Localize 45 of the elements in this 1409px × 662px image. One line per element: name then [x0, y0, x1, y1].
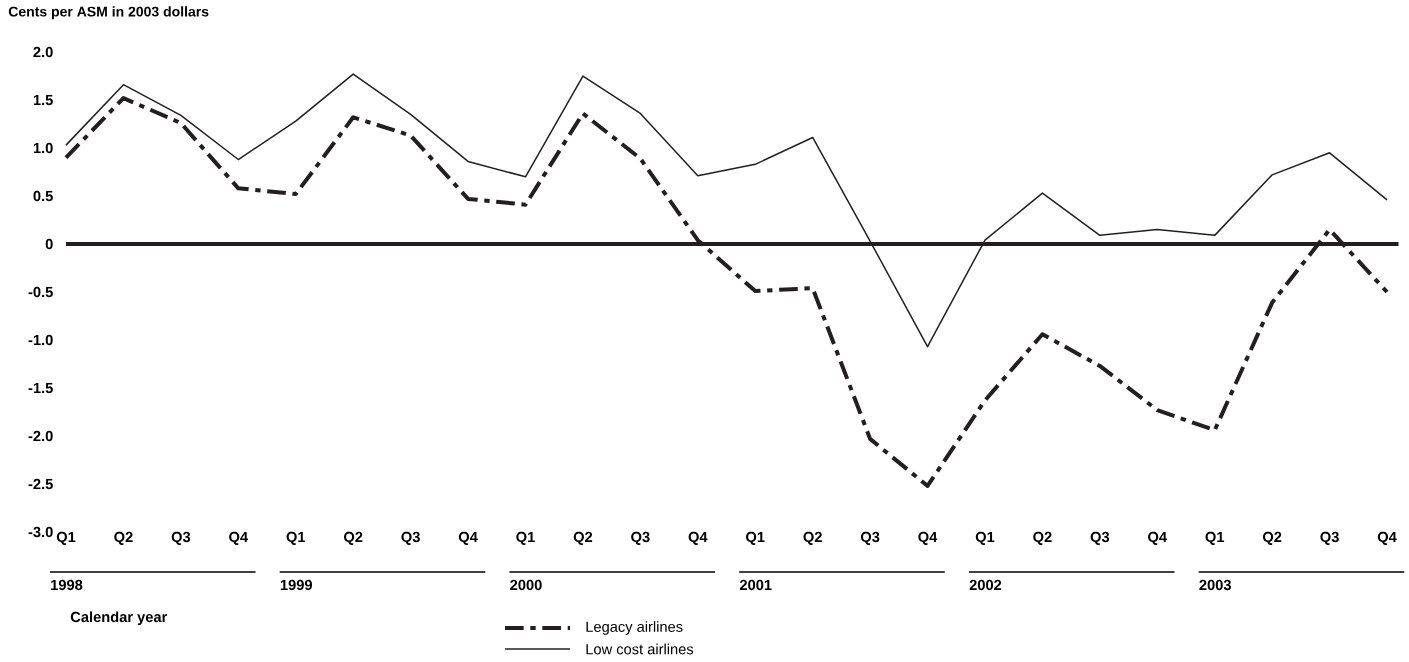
x-tick-label: Q1: [746, 531, 765, 545]
legend-label: Legacy airlines: [586, 621, 683, 635]
x-tick-label: Q1: [516, 531, 535, 545]
x-tick-label: Q1: [56, 531, 76, 545]
x-tick-label: Q3: [171, 531, 191, 545]
x-tick-label: Q3: [401, 531, 420, 545]
y-tick-label: 2.0: [33, 46, 53, 58]
x-tick-label: Q2: [803, 531, 822, 545]
x-tick-label: Q2: [344, 531, 363, 545]
text: 1998: [51, 579, 83, 591]
x-axis-title: Calendar year: [70, 611, 168, 626]
x-tick-label: Q1: [975, 531, 995, 545]
y-tick-label: -3.0: [28, 526, 53, 538]
y-tick-label: -0.5: [28, 286, 53, 298]
x-tick-label: Q4: [229, 531, 249, 545]
y-tick-label: -2.0: [28, 430, 53, 442]
x-tick-label: Q4: [1377, 531, 1397, 545]
y-tick-label: -2.5: [28, 478, 53, 490]
x-tick-label: Q3: [1320, 531, 1339, 545]
text: 2002: [969, 579, 1002, 591]
y-tick-label: -1.5: [28, 382, 53, 394]
y-axis-title: Cents per ASM in 2003 dollars: [8, 6, 209, 20]
y-tick-label: 1.0: [33, 142, 53, 154]
x-tick-label: Q3: [1090, 531, 1110, 545]
x-tick-label: Q2: [1262, 531, 1282, 545]
x-tick-label: Q4: [918, 531, 938, 545]
legend-label: Low cost airlines: [586, 643, 694, 655]
x-tick-label: Q4: [688, 531, 708, 545]
y-tick-label: 0.5: [33, 190, 53, 202]
x-tick-label: Q1: [1205, 531, 1225, 545]
x-tick-label: Q2: [1033, 531, 1052, 545]
x-tick-label: Q1: [286, 531, 306, 545]
x-tick-label: Q2: [114, 531, 133, 545]
x-tick-label: Q3: [860, 531, 880, 545]
x-tick-label: Q4: [1148, 531, 1167, 545]
y-tick-label: 0: [45, 238, 53, 250]
text: 1999: [280, 579, 313, 591]
text: 2001: [739, 579, 772, 591]
x-tick-label: Q2: [573, 531, 593, 545]
text: 2003: [1199, 579, 1231, 591]
x-tick-label: Q3: [631, 531, 650, 545]
x-tick-label: Q4: [458, 531, 478, 545]
text: 2000: [510, 579, 542, 591]
y-tick-label: -1.0: [28, 334, 53, 346]
y-tick-label: 1.5: [33, 94, 53, 106]
